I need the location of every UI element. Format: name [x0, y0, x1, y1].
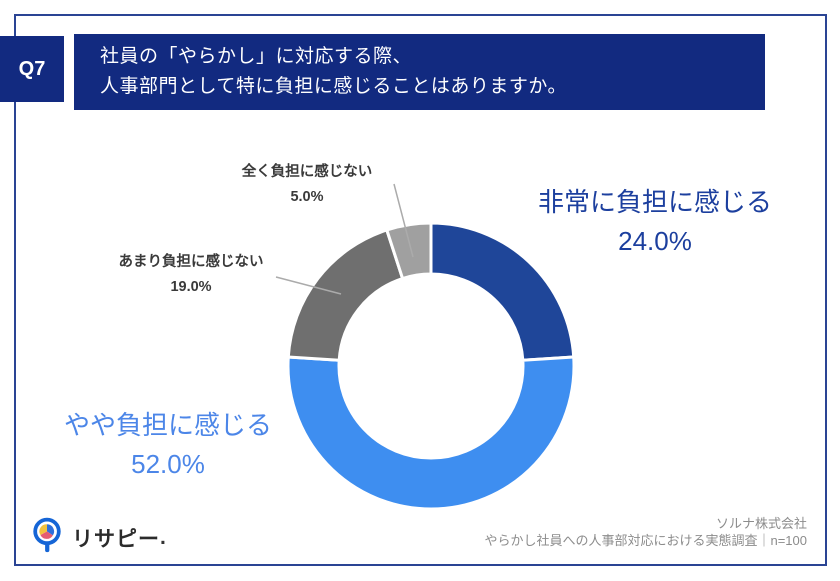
donut-segment-2 — [286, 228, 405, 362]
source-company: ソルナ株式会社 — [715, 516, 807, 531]
leader-line-light-gray — [393, 183, 414, 258]
source-survey: やらかし社員への人事部対応における実態調査｜n=100 — [484, 533, 807, 548]
question-number-box: Q7 — [0, 36, 64, 102]
leader-line-dark-gray — [275, 276, 342, 295]
donut-segment-3 — [385, 221, 433, 281]
source-attribution: ソルナ株式会社 やらかし社員への人事部対応における実態調査｜n=100 — [484, 515, 807, 549]
segment-name: 非常に負担に感じる — [537, 187, 772, 217]
segment-label-not-very-burdened: あまり負担に感じない 19.0% — [98, 250, 284, 300]
risapi-logo-icon — [33, 517, 61, 553]
segment-name: 全く負担に感じない — [241, 164, 373, 180]
risapi-logo-dot: . — [160, 526, 166, 549]
segment-percent: 24.0% — [618, 226, 692, 256]
segment-percent: 52.0% — [131, 449, 205, 479]
risapi-logo-text: リサピー — [72, 528, 160, 551]
risapi-logo: リサピー. — [30, 516, 166, 560]
segment-name: あまり負担に感じない — [118, 254, 264, 270]
segment-label-not-at-all-burdened: 全く負担に感じない 5.0% — [216, 160, 398, 210]
page-border-frame — [14, 14, 827, 566]
segment-percent: 19.0% — [170, 279, 212, 295]
segment-percent: 5.0% — [290, 189, 324, 205]
segment-label-somewhat-burdened: やや負担に感じる 52.0% — [30, 406, 306, 484]
segment-name: やや負担に感じる — [63, 410, 272, 440]
segment-label-very-burdened: 非常に負担に感じる 24.0% — [510, 183, 800, 261]
question-line1: 社員の「やらかし」に対応する際、 — [100, 45, 413, 67]
question-line2: 人事部門として特に負担に感じることはありますか。 — [100, 76, 568, 97]
question-number: Q7 — [18, 57, 46, 80]
donut-segment-1 — [286, 355, 576, 511]
question-banner: 社員の「やらかし」に対応する際、 人事部門として特に負担に感じることはありますか… — [74, 34, 765, 110]
